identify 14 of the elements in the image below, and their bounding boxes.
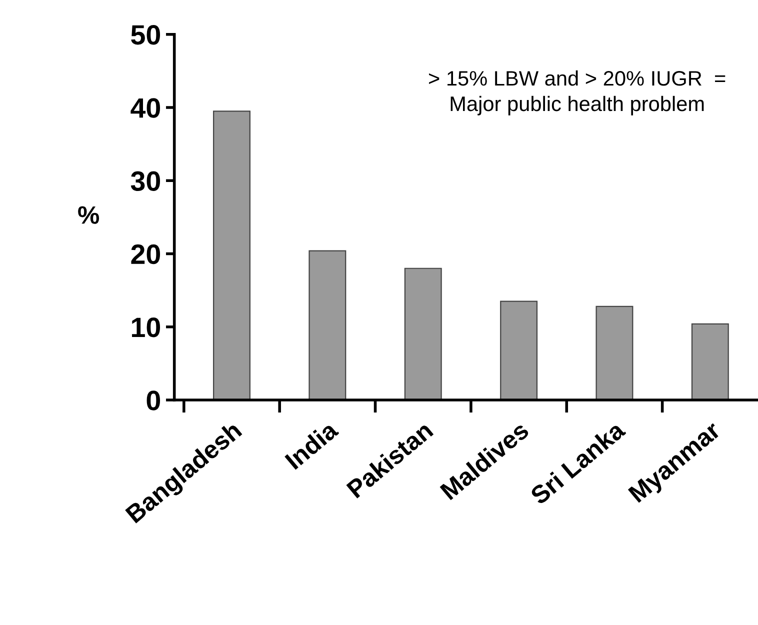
bar [404,268,442,400]
bar [308,250,346,400]
bar [500,300,538,400]
y-tick-label: 30 [130,171,160,192]
y-tick-label: 10 [132,318,160,338]
y-tick-label: 50 [131,25,160,45]
y-tick-label: 0 [146,390,160,410]
bar [596,306,634,400]
bar [213,110,250,400]
y-tick-label: 20 [131,244,160,264]
y-axis-title: % [78,206,100,224]
bar [691,323,729,400]
y-tick-label: 40 [130,98,160,118]
annotation: > 15% LBW and > 20% IUGR = Major public health problem [429,70,726,116]
